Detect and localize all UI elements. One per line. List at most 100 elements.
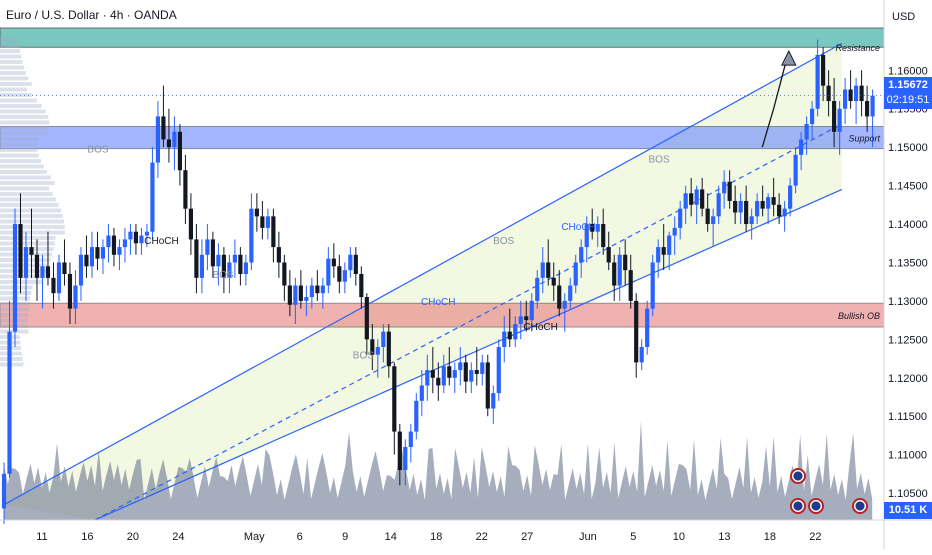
candle-body <box>557 285 562 309</box>
candle-body <box>815 54 820 109</box>
volume-profile-bar <box>0 76 29 81</box>
candle-body <box>122 239 128 248</box>
volume-profile-bar <box>0 153 39 158</box>
candle-body <box>606 247 611 263</box>
volume-tag: 10.51 K <box>884 502 932 519</box>
candle-body <box>546 262 551 278</box>
candle-body <box>837 108 842 132</box>
candle-body <box>84 254 89 267</box>
volume-profile-bar <box>0 186 50 191</box>
volume-profile-bar <box>0 225 65 229</box>
zone-label: Support <box>848 134 880 144</box>
candle-body <box>436 377 441 386</box>
time-tick-label: May <box>244 531 265 543</box>
price-tick-label: 1.13000 <box>888 296 928 308</box>
candle-body <box>870 95 875 117</box>
time-tick-label: 27 <box>521 531 533 543</box>
candle-body <box>551 277 556 286</box>
candle-body <box>45 266 51 278</box>
time-tick-label: 16 <box>81 531 93 543</box>
candle-body <box>678 208 683 228</box>
candle-body <box>408 431 413 447</box>
candle-body <box>458 362 463 371</box>
candle-body <box>700 189 705 209</box>
volume-profile-bar <box>0 87 27 92</box>
price-tick-label: 1.11500 <box>888 411 927 423</box>
volume-profile-bar <box>0 192 53 196</box>
candle-body <box>298 285 303 301</box>
candle-body <box>216 254 221 267</box>
candle-body <box>766 197 771 209</box>
time-tick-label: 20 <box>127 531 139 543</box>
candle-body <box>161 116 166 140</box>
volume-profile-bar <box>0 219 65 224</box>
candle-body <box>496 347 501 394</box>
volume-profile-bar <box>0 82 32 86</box>
candle-body <box>249 208 254 263</box>
candle-body <box>661 247 666 255</box>
candle-body <box>194 239 199 278</box>
candle-body <box>304 297 309 301</box>
volume-profile-bar <box>0 362 24 367</box>
candle-body <box>56 262 62 294</box>
candle-body <box>799 139 804 155</box>
support-zone <box>0 126 885 150</box>
volume-profile-bar <box>0 142 38 147</box>
event-flag-icon[interactable] <box>790 498 806 514</box>
volume-profile-bar <box>0 120 50 125</box>
candle-body <box>293 285 298 305</box>
candle-body <box>568 285 573 301</box>
candle-body <box>760 200 765 209</box>
time-tick-label: 9 <box>342 531 348 543</box>
candle-body <box>29 247 34 255</box>
candle-body <box>513 323 518 340</box>
currency-label[interactable]: USD <box>892 11 916 23</box>
candle-body <box>793 154 798 186</box>
candle-body <box>205 239 210 255</box>
time-tick-label: 6 <box>297 531 303 543</box>
last-price: 1.15672 <box>888 79 928 91</box>
candle-body <box>469 370 474 382</box>
volume-profile-bar <box>0 164 44 169</box>
candle-body <box>634 300 639 363</box>
candle-body <box>623 254 628 271</box>
candle-body <box>755 200 760 217</box>
candle-body <box>397 431 402 471</box>
candle-body <box>359 274 364 298</box>
structure-label: BOS <box>213 270 234 281</box>
channel-mid-line <box>94 123 843 521</box>
candle-body <box>491 393 496 409</box>
time-tick-label: 24 <box>172 531 184 543</box>
candle-body <box>381 331 386 348</box>
time-tick-label: 18 <box>764 531 776 543</box>
candle-body <box>144 231 150 236</box>
candle-body <box>155 116 161 163</box>
candle-body <box>639 347 644 363</box>
candle-body <box>749 216 754 225</box>
candle-body <box>562 300 567 309</box>
candle-body <box>601 224 606 248</box>
event-flag-icon[interactable] <box>790 468 806 484</box>
price-tick-label: 1.10500 <box>888 488 928 500</box>
candle-body <box>7 331 12 474</box>
candle-body <box>689 193 694 205</box>
structure-label: BOS <box>353 351 374 362</box>
candle-body <box>777 204 782 217</box>
event-flag-icon[interactable] <box>852 498 868 514</box>
candle-body <box>172 131 177 148</box>
candle-body <box>617 254 622 286</box>
candle-body <box>628 270 633 301</box>
candle-body <box>227 262 232 278</box>
event-flag-icon[interactable] <box>808 498 824 514</box>
candle-body <box>414 400 419 432</box>
candle-body <box>524 316 529 321</box>
volume-profile-bar <box>0 60 23 64</box>
candle-body <box>727 181 732 201</box>
candle-body <box>348 254 353 271</box>
zone-label: Bullish OB <box>838 311 880 321</box>
time-tick-label: 18 <box>430 531 442 543</box>
candle-body <box>260 216 265 228</box>
projection-arrow-icon <box>780 49 797 66</box>
